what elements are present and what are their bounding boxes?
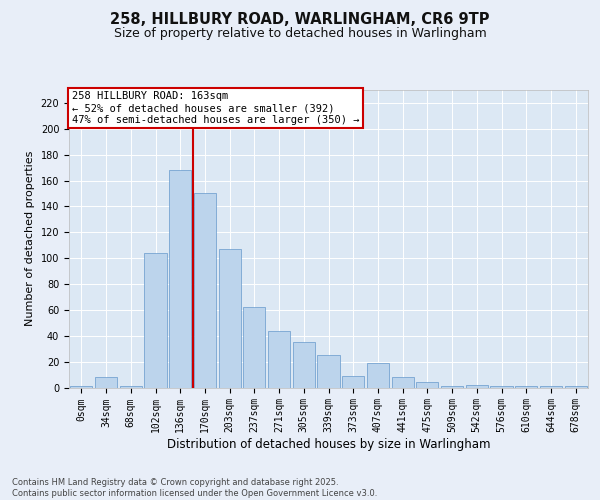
- Bar: [70, 386, 92, 388]
- Bar: [466, 385, 488, 388]
- Bar: [145, 253, 167, 388]
- Text: 258 HILLBURY ROAD: 163sqm
← 52% of detached houses are smaller (392)
47% of semi: 258 HILLBURY ROAD: 163sqm ← 52% of detac…: [71, 92, 359, 124]
- Bar: [490, 386, 512, 388]
- Bar: [293, 342, 315, 388]
- Bar: [416, 382, 439, 388]
- Text: Contains HM Land Registry data © Crown copyright and database right 2025.
Contai: Contains HM Land Registry data © Crown c…: [12, 478, 377, 498]
- Bar: [515, 386, 538, 388]
- Bar: [317, 355, 340, 388]
- Bar: [367, 363, 389, 388]
- Bar: [119, 386, 142, 388]
- X-axis label: Distribution of detached houses by size in Warlingham: Distribution of detached houses by size …: [167, 438, 490, 451]
- Bar: [565, 386, 587, 388]
- Bar: [441, 386, 463, 388]
- Y-axis label: Number of detached properties: Number of detached properties: [25, 151, 35, 326]
- Bar: [218, 249, 241, 388]
- Bar: [194, 194, 216, 388]
- Text: 258, HILLBURY ROAD, WARLINGHAM, CR6 9TP: 258, HILLBURY ROAD, WARLINGHAM, CR6 9TP: [110, 12, 490, 28]
- Bar: [392, 377, 414, 388]
- Bar: [243, 308, 265, 388]
- Bar: [95, 377, 117, 388]
- Bar: [540, 386, 562, 388]
- Bar: [268, 330, 290, 388]
- Text: Size of property relative to detached houses in Warlingham: Size of property relative to detached ho…: [113, 28, 487, 40]
- Bar: [342, 376, 364, 388]
- Bar: [169, 170, 191, 388]
